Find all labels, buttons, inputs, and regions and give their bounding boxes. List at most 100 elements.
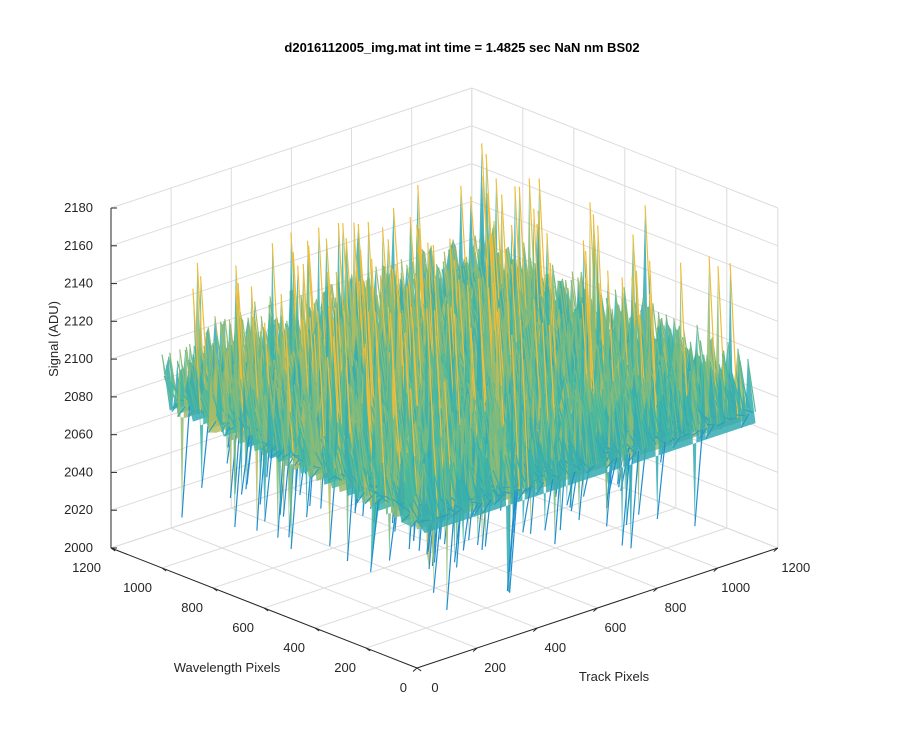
surface-strand bbox=[161, 354, 171, 400]
surface-strand bbox=[196, 262, 206, 401]
surface-strand bbox=[189, 382, 198, 409]
wall-grid-z bbox=[110, 87, 472, 209]
wall-grid-z bbox=[110, 125, 472, 247]
surface-strand bbox=[181, 405, 191, 518]
surface-strand bbox=[177, 406, 186, 417]
surface-strand bbox=[408, 503, 418, 519]
surface-strand bbox=[346, 438, 356, 489]
floor-grid-y bbox=[263, 487, 625, 609]
surface-strand bbox=[364, 494, 374, 505]
wall-grid-z bbox=[471, 87, 778, 209]
surface-strand bbox=[518, 186, 528, 331]
surface-strand bbox=[318, 227, 327, 373]
surface-strand bbox=[501, 486, 510, 489]
surface-strand bbox=[186, 376, 196, 410]
surface-strand bbox=[197, 411, 206, 414]
surface-strand bbox=[343, 468, 353, 484]
surface-strand bbox=[333, 475, 343, 481]
surface-strand bbox=[385, 476, 395, 508]
wall-grid-z bbox=[110, 163, 472, 285]
surface-mesh bbox=[161, 143, 757, 611]
surface-strand bbox=[317, 311, 326, 467]
surface-strand bbox=[401, 513, 410, 523]
surface-band bbox=[362, 277, 702, 570]
surface-strand bbox=[269, 398, 279, 452]
surface-strand bbox=[256, 400, 266, 444]
surface-strand bbox=[184, 389, 194, 411]
surface-strand bbox=[230, 392, 240, 433]
surface-strand bbox=[248, 390, 258, 440]
surface-strand bbox=[200, 398, 209, 418]
surface-strand bbox=[313, 465, 322, 469]
surface-strand bbox=[320, 452, 330, 473]
surface-strand bbox=[389, 472, 399, 506]
surface-strand bbox=[223, 370, 233, 429]
surface-strand bbox=[364, 307, 374, 470]
surface-strand bbox=[351, 475, 361, 488]
surface-strand bbox=[529, 404, 539, 466]
surface-strand bbox=[377, 377, 387, 504]
surface-strand bbox=[200, 276, 209, 393]
surface-strand bbox=[163, 375, 173, 399]
surface-strand bbox=[258, 388, 268, 443]
surface-strand bbox=[381, 462, 390, 496]
surface-strand bbox=[173, 386, 183, 402]
surface-strand bbox=[207, 421, 217, 433]
surface-strand bbox=[323, 452, 333, 478]
surface-strand bbox=[377, 493, 386, 498]
surface-strand bbox=[315, 419, 325, 474]
surface-strand bbox=[289, 411, 299, 458]
surface-strand bbox=[354, 463, 364, 493]
wall-grid-z bbox=[471, 125, 778, 247]
surface-strand bbox=[179, 349, 188, 406]
surface-strand bbox=[238, 400, 248, 437]
surface-strand bbox=[192, 288, 202, 415]
surface-strand bbox=[295, 456, 304, 463]
surface-strand bbox=[169, 352, 179, 403]
surface-strand bbox=[217, 367, 227, 425]
surface-strand bbox=[274, 410, 283, 450]
surface-strand bbox=[362, 466, 372, 496]
surface-strand bbox=[279, 408, 289, 455]
floor-grid-y bbox=[365, 527, 727, 649]
surface-strand bbox=[356, 490, 366, 503]
surface-strand bbox=[527, 422, 537, 479]
surface-strand bbox=[444, 381, 453, 507]
wall-grid-z bbox=[471, 200, 778, 322]
surface-band bbox=[386, 302, 725, 572]
surface-strand bbox=[405, 470, 415, 514]
surface-strand bbox=[272, 449, 281, 457]
surface-strand bbox=[262, 440, 271, 448]
surface-strand bbox=[297, 438, 307, 462]
surface-strand bbox=[308, 403, 318, 470]
surface-strand bbox=[314, 451, 324, 468]
surface-strand bbox=[374, 497, 384, 505]
surface-strand bbox=[282, 452, 291, 459]
surface-strand bbox=[300, 431, 310, 467]
surface-strand bbox=[302, 438, 312, 466]
surface-strand bbox=[292, 454, 301, 457]
surface-strand bbox=[296, 394, 305, 455]
surface-strand bbox=[227, 413, 237, 428]
surface-strand bbox=[285, 326, 294, 459]
surface-strand bbox=[325, 441, 335, 477]
surface-strand bbox=[235, 289, 245, 432]
surface-strand bbox=[649, 260, 658, 426]
surface-strand bbox=[276, 448, 285, 459]
surface-strand bbox=[387, 447, 397, 507]
surface-strand bbox=[370, 499, 379, 572]
surface-strand bbox=[225, 427, 234, 432]
surface-strand bbox=[266, 443, 275, 447]
surface-strand bbox=[264, 446, 273, 522]
surface-strand bbox=[254, 411, 264, 444]
surface-strand bbox=[380, 496, 389, 503]
surface-strand bbox=[310, 468, 320, 479]
surface-strand bbox=[372, 459, 382, 499]
surface-strand bbox=[331, 444, 341, 482]
floor-grid-y bbox=[314, 507, 676, 629]
chart-title: d2016112005_img.mat int time = 1.4825 se… bbox=[284, 40, 639, 55]
wall-grid-z bbox=[471, 163, 778, 285]
surface-strand bbox=[339, 432, 349, 485]
